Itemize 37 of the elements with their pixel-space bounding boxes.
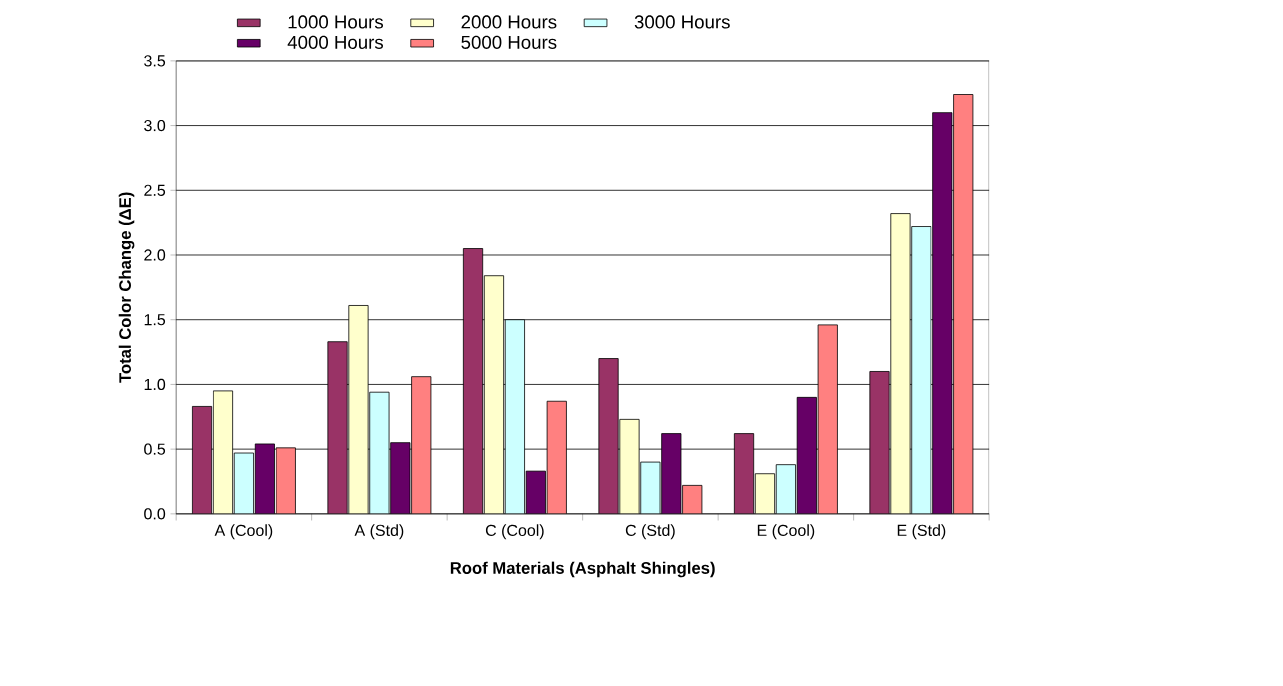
bar (390, 442, 411, 514)
y-tick-label: 2.5 (144, 184, 166, 196)
legend-label: 4000 Hours (287, 35, 384, 49)
bar (411, 376, 432, 514)
y-tick-label: 0.0 (144, 508, 166, 520)
legend-label: 5000 Hours (461, 35, 557, 49)
x-tick-label: C (Std) (625, 524, 675, 540)
y-tick-label: 0.5 (144, 443, 166, 455)
bar (796, 396, 817, 514)
legend-label: 1000 Hours (288, 15, 384, 29)
y-tick-label: 3.5 (144, 55, 166, 67)
y-tick-label: 2.0 (144, 249, 166, 261)
legend-label: 3000 Hours (634, 15, 730, 29)
x-tick-label: E (Std) (897, 524, 946, 540)
bar (546, 400, 567, 514)
bar (504, 319, 525, 514)
x-tick-label: C (Cool) (485, 524, 544, 540)
bar (369, 391, 390, 514)
y-tick-label: 3.0 (144, 119, 166, 132)
y-tick-label: 1.0 (144, 378, 166, 391)
bar (817, 324, 838, 514)
bar (932, 112, 953, 514)
legend-label: 2000 Hours (461, 15, 557, 29)
y-axis-title: Total Color Change (ΔE) (118, 192, 135, 383)
bar (911, 226, 932, 514)
bar (640, 461, 661, 514)
bar (233, 452, 254, 514)
x-tick-label: A (Cool) (214, 524, 273, 540)
x-axis-title: Roof Materials (Asphalt Shingles) (450, 561, 715, 578)
x-tick-label: A (Std) (354, 524, 404, 540)
bar (661, 433, 682, 514)
bar (254, 443, 275, 514)
x-tick-label: E (Cool) (757, 524, 815, 540)
bar (775, 464, 796, 514)
y-tick-label: 1.5 (144, 314, 166, 326)
bar (953, 94, 974, 514)
bar (275, 447, 296, 514)
